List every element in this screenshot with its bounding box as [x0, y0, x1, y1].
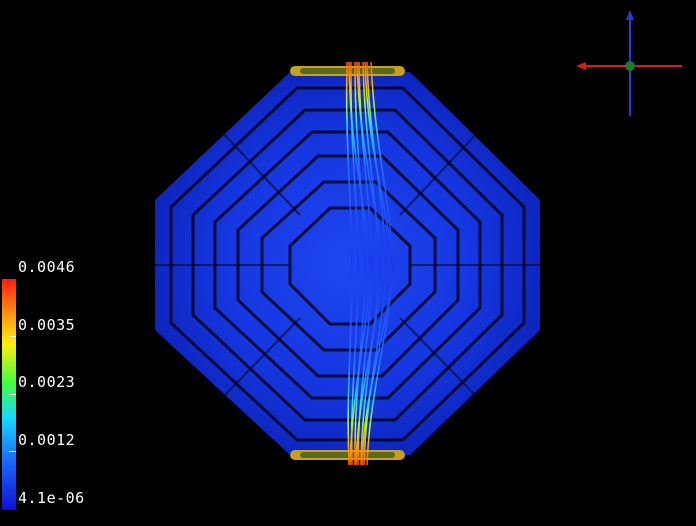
colorbar-label: 0.0035	[18, 316, 76, 334]
colorbar-label: 0.0023	[18, 373, 76, 391]
orientation-axes	[576, 10, 682, 116]
colorbar-label-max: 0.0046	[18, 258, 76, 276]
streamlines	[345, 61, 394, 466]
colorbar-tick	[9, 394, 16, 395]
colorbar-tick	[9, 336, 16, 337]
colorbar-label-min: 4.1e-06	[18, 489, 85, 507]
colorbar-label: 0.0012	[18, 431, 76, 449]
colorbar-tick	[9, 451, 16, 452]
